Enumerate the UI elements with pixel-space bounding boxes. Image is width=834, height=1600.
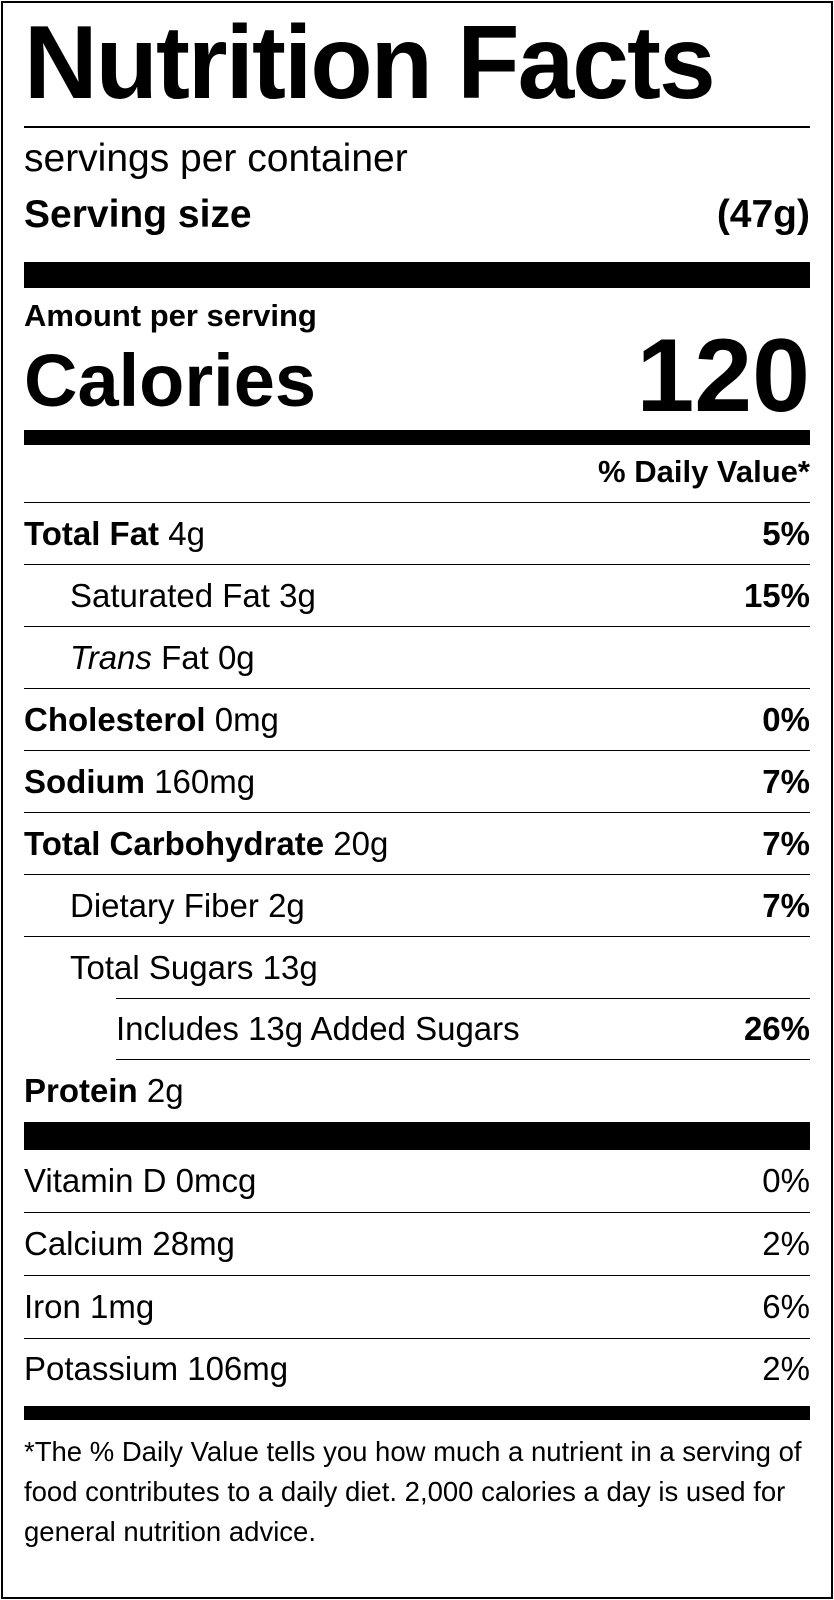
nutrient-amount: 20g	[333, 824, 389, 862]
micronutrient-row-vitamin-d: Vitamin D 0mcg 0%	[24, 1150, 810, 1213]
nutrient-amount: 0mg	[214, 700, 279, 738]
thick-divider	[24, 1122, 810, 1150]
micronutrient-label: Potassium 106mg	[24, 1350, 289, 1387]
nutrient-amount: 3g	[279, 576, 316, 614]
micronutrient-dv: 6%	[762, 1288, 810, 1325]
nutrient-amount: 2g	[146, 1071, 184, 1109]
nutrient-dv: 15%	[743, 576, 810, 614]
nutrient-amount: 2g	[268, 886, 305, 924]
divider	[24, 126, 810, 128]
nutrient-amount: 0g	[217, 638, 255, 676]
micronutrient-dv: 2%	[762, 1350, 810, 1387]
micronutrient-label: Vitamin D 0mcg	[24, 1162, 257, 1199]
nutrient-row-total-carbohydrate: Total Carbohydrate 20g 7%	[24, 813, 810, 875]
nutrient-name-italic: Trans	[70, 638, 152, 676]
nutrient-name: Protein	[24, 1071, 138, 1109]
nutrient-row-sodium: Sodium 160mg 7%	[24, 751, 810, 813]
nutrient-dv: 7%	[762, 762, 810, 800]
micronutrient-dv: 2%	[762, 1225, 810, 1262]
nutrient-row-total-sugars: Total Sugars 13g	[24, 937, 810, 998]
nutrient-name: Dietary Fiber	[70, 886, 259, 924]
micronutrient-dv: 0%	[762, 1162, 810, 1199]
serving-size-label: Serving size	[24, 193, 252, 236]
servings-per-container: servings per container	[24, 137, 408, 180]
nutrient-amount: 4g	[168, 514, 205, 552]
daily-value-header: % Daily Value*	[24, 450, 810, 503]
label-title: Nutrition Facts	[24, 5, 716, 121]
calories-value: 120	[636, 318, 810, 434]
nutrient-row-cholesterol: Cholesterol 0mg 0%	[24, 689, 810, 751]
nutrient-dv: 7%	[762, 886, 810, 924]
calories-label: Calories	[24, 339, 317, 422]
micronutrient-list: Vitamin D 0mcg 0% Calcium 28mg 2% Iron 1…	[24, 1150, 810, 1399]
micronutrient-row-iron: Iron 1mg 6%	[24, 1276, 810, 1339]
calories-row: Calories 120	[24, 318, 810, 434]
nutrient-row-total-fat: Total Fat 4g 5%	[24, 503, 810, 565]
nutrient-row-protein: Protein 2g	[24, 1060, 810, 1121]
micronutrient-label: Calcium 28mg	[24, 1225, 235, 1262]
micronutrient-row-calcium: Calcium 28mg 2%	[24, 1213, 810, 1276]
nutrient-name: Cholesterol	[24, 700, 206, 738]
nutrient-name: Fat	[161, 638, 209, 676]
medium-divider	[24, 1406, 810, 1420]
footnote: *The % Daily Value tells you how much a …	[24, 1436, 802, 1547]
nutrient-dv: 7%	[762, 824, 810, 862]
nutrient-row-trans-fat: Trans Fat 0g	[24, 627, 810, 689]
serving-size-value: (47g)	[716, 193, 810, 236]
nutrient-amount: 160mg	[154, 762, 256, 800]
nutrient-name: Includes 13g Added Sugars	[116, 1010, 520, 1047]
thick-divider	[24, 262, 810, 288]
medium-divider	[24, 430, 810, 445]
nutrient-row-dietary-fiber: Dietary Fiber 2g 7%	[24, 875, 810, 937]
nutrient-dv: 0%	[762, 700, 810, 738]
nutrient-dv: 5%	[762, 514, 810, 552]
nutrient-name: Total Carbohydrate	[24, 824, 325, 862]
serving-size-row: Serving size (47g)	[24, 190, 810, 240]
micronutrient-row-potassium: Potassium 106mg 2%	[24, 1339, 810, 1399]
nutrient-row-saturated-fat: Saturated Fat 3g 15%	[24, 565, 810, 627]
amount-per-serving: Amount per serving	[24, 298, 317, 333]
nutrient-name: Sodium	[24, 762, 145, 800]
nutrient-name: Saturated Fat	[70, 576, 270, 614]
nutrient-amount: 13g	[262, 948, 318, 986]
nutrient-name: Total Fat	[24, 514, 160, 552]
micronutrient-label: Iron 1mg	[24, 1288, 155, 1325]
nutrient-dv: 26%	[743, 1010, 810, 1047]
nutrient-row-added-sugars: Includes 13g Added Sugars 26%	[116, 998, 810, 1060]
nutrient-list: Total Fat 4g 5% Saturated Fat 3g 15% Tra…	[24, 503, 810, 1121]
nutrient-name: Total Sugars	[70, 948, 254, 986]
